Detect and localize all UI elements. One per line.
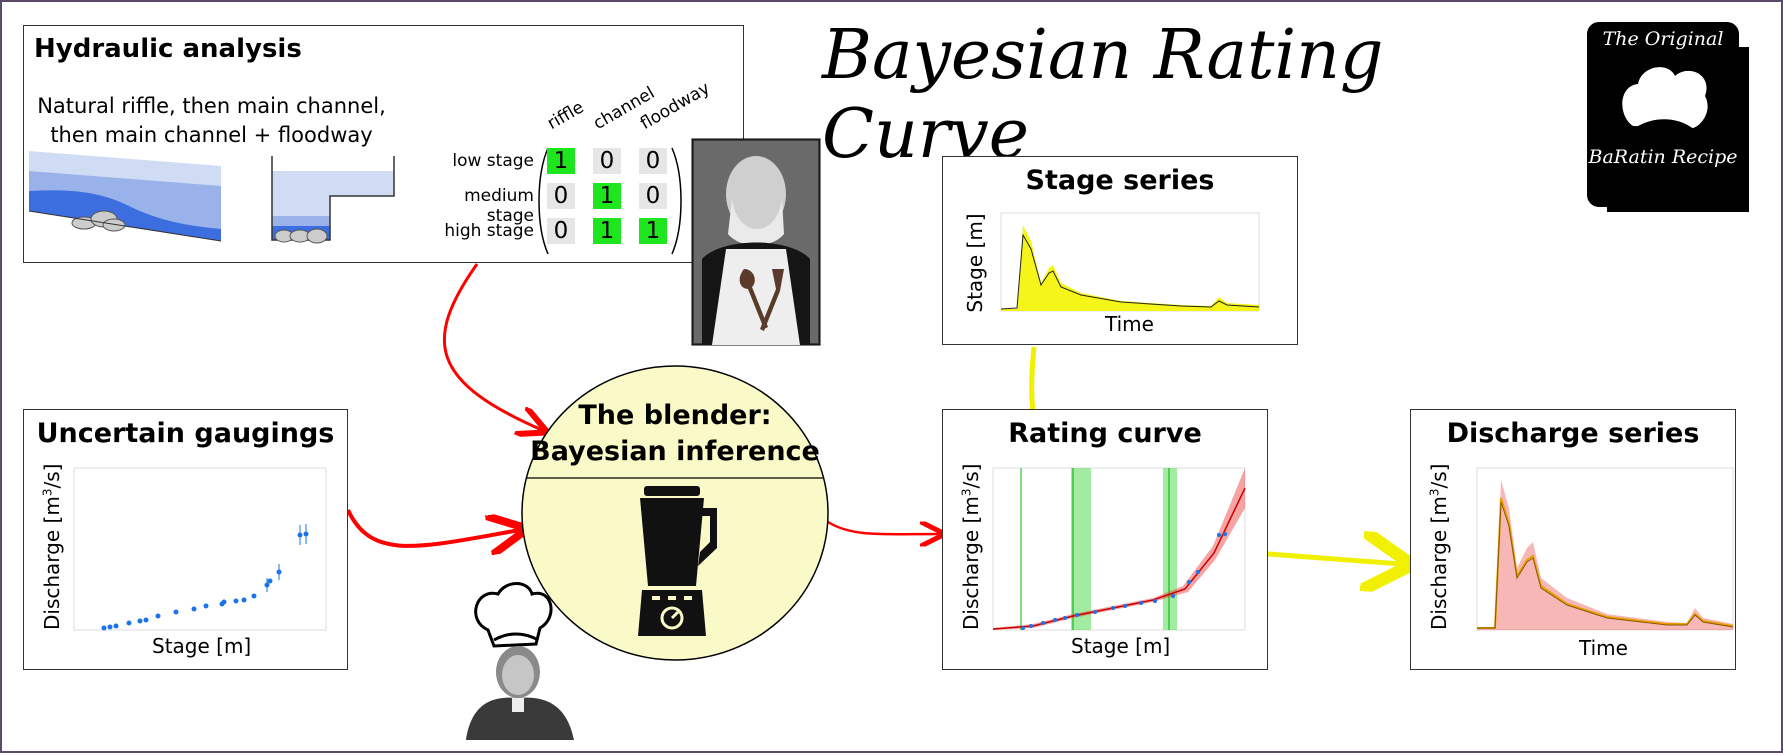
discharge-series-title: Discharge series: [1411, 418, 1735, 449]
cell-low-channel: 0: [593, 148, 621, 174]
discharge-series-panel: Discharge series Time Discharge [m3/s]: [1410, 409, 1736, 670]
discharge-series-ylabel: Discharge [m3/s]: [1427, 490, 1451, 630]
channel-section-illustration: [272, 156, 402, 256]
hydraulic-analysis-panel: Hydraulic analysis Natural riffle, then …: [23, 25, 744, 263]
rating-curve-title: Rating curve: [943, 418, 1267, 449]
col-header-riffle: riffle: [544, 97, 587, 134]
hydraulic-title: Hydraulic analysis: [34, 34, 302, 64]
blender-line1: The blender:: [520, 400, 830, 431]
stage-series-title: Stage series: [943, 165, 1297, 196]
cell-low-floodway: 0: [639, 148, 667, 174]
stage-series-plot: [1001, 213, 1259, 311]
riffle-section-illustration: [29, 151, 229, 251]
blender-icon: [632, 486, 722, 636]
blender-line2: Bayesian inference: [520, 436, 830, 467]
stage-series-ylabel: Stage [m]: [963, 213, 987, 313]
rating-curve-panel: Rating curve Stage [m] Discharge [m3/s]: [942, 409, 1268, 670]
portrait-chef-icon: [692, 139, 820, 345]
arrow-blender-to-rating: [828, 522, 940, 534]
stage-series-xlabel: Time: [1105, 312, 1154, 336]
gaugings-plot: [74, 468, 326, 630]
cell-medium-floodway: 0: [639, 183, 667, 209]
row-label-high: high stage: [424, 221, 534, 241]
uncertain-gaugings-panel: Uncertain gaugings Stage [m] Discharge […: [23, 409, 348, 670]
hydraulic-desc-1: Natural riffle, then main channel,: [24, 94, 399, 118]
rating-curve-ylabel: Discharge [m3/s]: [959, 490, 983, 630]
gaugings-title: Uncertain gaugings: [24, 418, 347, 449]
gaugings-xlabel: Stage [m]: [152, 634, 251, 658]
row-label-low: low stage: [424, 151, 534, 171]
rating-curve-plot: [993, 468, 1245, 630]
cell-high-channel: 1: [593, 218, 621, 244]
gaugings-ylabel: Discharge [m3/s]: [40, 490, 64, 630]
discharge-series-plot: [1477, 468, 1733, 630]
rating-curve-xlabel: Stage [m]: [1071, 634, 1170, 658]
cell-high-riffle: 0: [547, 218, 575, 244]
arrow-gaugings-to-blender: [348, 510, 520, 546]
discharge-series-xlabel: Time: [1579, 636, 1628, 660]
cell-low-riffle: 1: [547, 148, 575, 174]
cell-medium-channel: 1: [593, 183, 621, 209]
cell-high-floodway: 1: [639, 218, 667, 244]
row-label-medium: medium stage: [424, 186, 534, 226]
stage-series-panel: Stage series Time Stage [m]: [942, 156, 1298, 345]
cell-medium-riffle: 0: [547, 183, 575, 209]
hydraulic-desc-2: then main channel + floodway: [24, 123, 399, 147]
portrait-bayes-icon: [458, 580, 598, 740]
